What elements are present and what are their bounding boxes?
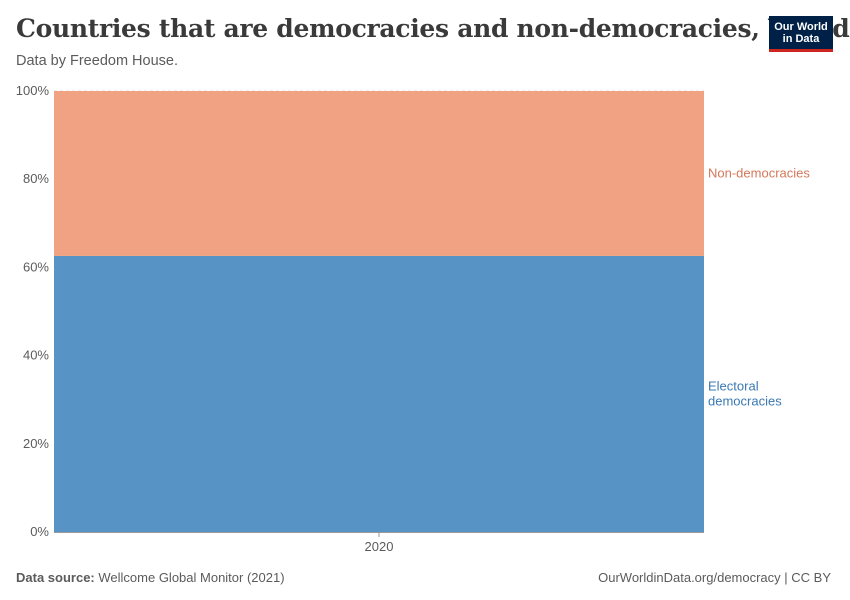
axis-layer: 0% 20% 40% 60% 80% 100% 2020 — [16, 83, 704, 554]
chart-subtitle: Data by Freedom House. — [16, 53, 178, 69]
logo-line-2: in Data — [782, 33, 820, 45]
series-label-line: democracies — [708, 393, 782, 408]
y-tick-label: 40% — [23, 348, 49, 363]
series-label-layer: Electoral democracies Non-democracies — [708, 165, 810, 408]
y-tick-label: 80% — [23, 171, 49, 186]
y-tick-label: 100% — [16, 83, 50, 98]
data-source-text[interactable]: Wellcome Global Monitor (2021) — [98, 570, 285, 585]
series-label-line: Electoral — [708, 378, 759, 393]
x-tick-label: 2020 — [365, 539, 394, 554]
data-source-label: Data source: — [16, 570, 95, 585]
area-band-0 — [54, 255, 704, 532]
license-link[interactable]: OurWorldinData.org/democracy | CC BY — [598, 570, 831, 585]
series-label: Non-democracies — [708, 165, 810, 180]
series-label-line: Non-democracies — [708, 165, 810, 180]
area-layer — [54, 91, 704, 532]
y-tick-label: 0% — [30, 524, 49, 539]
y-tick-label: 20% — [23, 436, 49, 451]
logo-line-1: Our World — [774, 21, 828, 33]
chart-title: Countries that are democracies and non-d… — [16, 14, 850, 43]
y-tick-label: 60% — [23, 259, 49, 274]
data-source-footer: Data source: Wellcome Global Monitor (20… — [16, 570, 285, 585]
series-label: Electoral democracies — [708, 378, 782, 408]
area-band-1 — [54, 91, 704, 256]
owid-logo[interactable]: Our World in Data — [769, 16, 833, 52]
